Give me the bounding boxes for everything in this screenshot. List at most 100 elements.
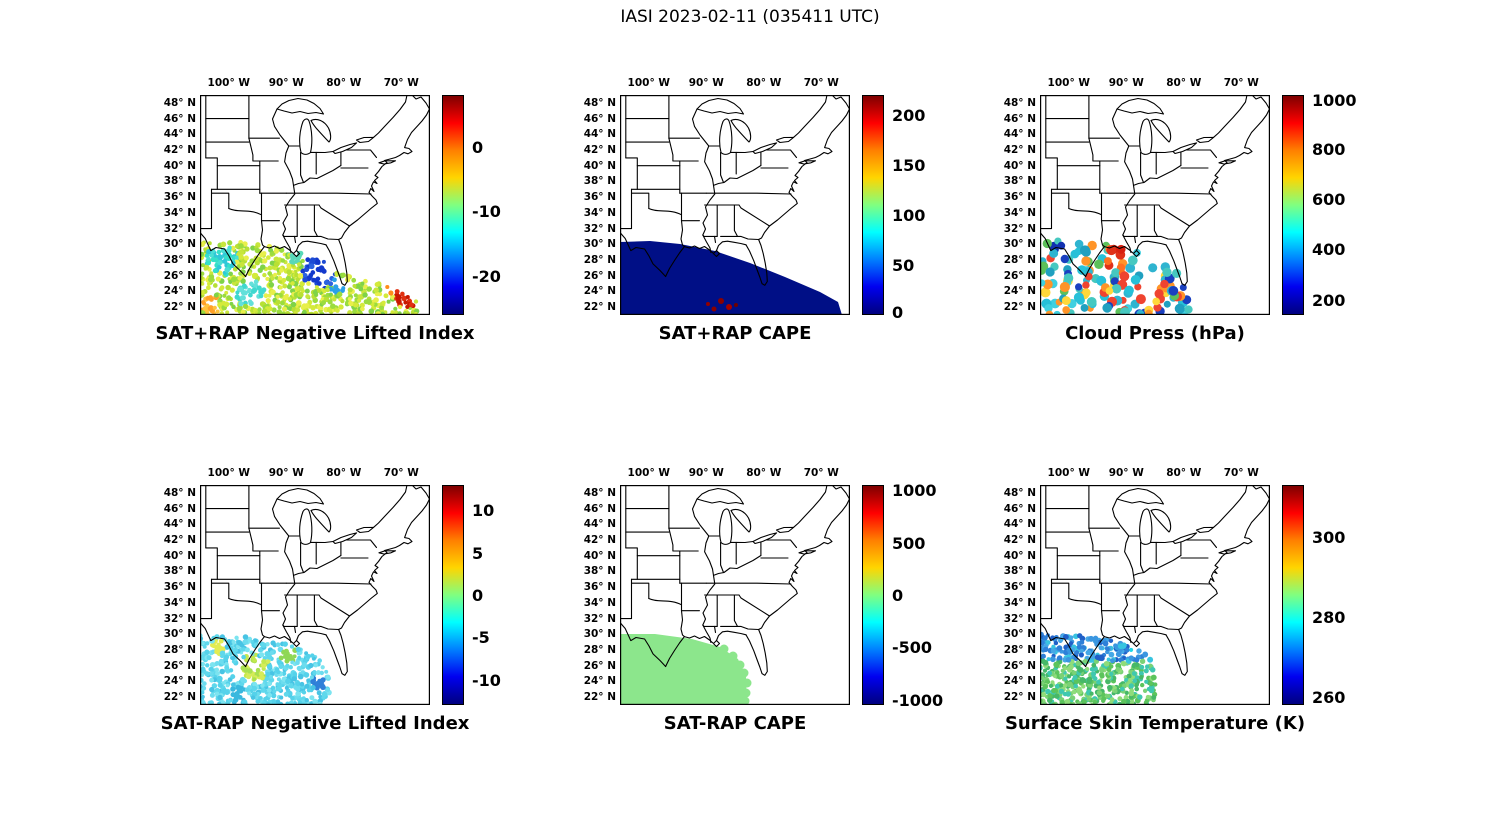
basemap-boundaries [200,95,430,286]
lat-axis-label: 36° N [583,191,616,204]
colorbar-tick-label: -10 [472,670,501,690]
lat-axis-label: 36° N [163,191,196,204]
lat-axis-label: 28° N [163,254,196,266]
state-boundary-path [1133,625,1137,634]
lat-axis-label: 34° N [583,596,616,609]
state-boundary-path [248,137,279,162]
lat-axis-label: 30° N [1003,628,1036,641]
lat-axis-label: 32° N [583,612,616,625]
great-lake-outline [355,526,375,534]
lat-axis-label: 26° N [1003,269,1036,282]
state-boundary-path [248,527,279,552]
state-boundary-path [1165,628,1188,676]
lat-axis-label: 42° N [163,534,196,546]
state-boundary-path [285,582,372,585]
state-boundary-path [245,635,301,668]
state-boundary-path [271,498,296,644]
state-boundary-path [1212,485,1248,528]
state-boundary-path [293,625,297,634]
basemap-boundaries [200,485,430,676]
state-boundary-path [1050,188,1070,210]
state-boundary-path [1100,610,1105,638]
lat-axis-label: 22° N [1003,691,1036,704]
state-boundary-path [340,149,378,159]
panel-1: 100° W 90° W 80° W 70° W 48° N 46° N 44° N 42° … [150,60,550,372]
great-lake-outline [775,136,795,144]
state-boundary-path [1068,207,1103,216]
map-plot [200,95,430,315]
state-boundary-path [338,95,430,241]
state-boundary-path [625,547,638,580]
state-boundary-path [733,594,739,627]
map-plot [1040,485,1270,705]
state-boundary-path [620,192,633,230]
map-plot [620,95,850,315]
lat-axis-label: 24° N [583,675,616,688]
state-boundary-path [200,192,213,230]
data-swath [200,633,332,705]
colorbar-tick-label: 10 [472,501,495,521]
great-lake-outline [719,508,733,545]
great-lake-outline [730,508,752,533]
lat-axis-label: 44° N [1003,518,1036,531]
lat-axis-label: 40° N [583,159,616,172]
lat-axis-label: 30° N [163,238,196,251]
lat-axis-label: 42° N [583,534,616,546]
state-boundary-path [620,231,667,278]
state-boundary-path [1125,192,1212,195]
state-boundary-path [1045,547,1058,580]
state-boundary-path [205,157,218,190]
state-boundary-path [758,95,850,241]
panel-3: 100° W 90° W 80° W 70° W 48° N 46° N 44° N 42° … [990,60,1390,372]
lon-axis-label: 100° W [627,77,670,89]
lat-axis-label: 40° N [163,549,196,562]
colorbar-tick-label: 200 [1312,290,1346,310]
lon-axis-label: 90° W [1108,467,1144,479]
state-boundary-path [1158,204,1191,227]
data-swath [200,239,420,315]
colorbar-tick-label: 1000 [892,481,937,501]
state-boundary-path [1045,157,1058,190]
state-boundary-path [282,624,298,627]
state-boundary-path [318,204,351,227]
lat-axis-label: 26° N [583,269,616,282]
lat-axis-label: 32° N [1003,612,1036,625]
state-boundary-path [648,597,683,606]
state-boundary-path [340,539,378,549]
lat-axis-label: 46° N [1003,112,1036,125]
lat-axis-label: 26° N [583,659,616,672]
state-boundary-path [210,188,230,210]
colorbar-tick-label: -5 [472,628,490,648]
state-boundary-path [1040,621,1087,668]
basemap-boundaries [1040,485,1270,676]
great-lake-outline [310,508,332,533]
state-boundary-path [271,108,296,254]
state-boundary-path [720,625,760,631]
lat-axis-label: 46° N [583,112,616,125]
lat-axis-label: 34° N [583,206,616,219]
state-boundary-path [712,164,762,186]
colorbar-tick-label: -500 [892,638,933,658]
state-boundary-path [713,625,717,634]
lat-axis-label: 24° N [163,285,196,298]
state-boundary-path [338,485,430,631]
state-boundary-path [378,550,397,555]
great-lake-outline [276,487,325,505]
colorbar [862,485,884,705]
state-boundary-path [715,630,747,642]
map-frame [200,95,430,315]
map-frame [620,95,850,315]
great-lake-outline [299,508,313,545]
lon-axis-label: 90° W [268,467,304,479]
state-boundary-path [620,582,633,620]
state-boundary-path [1111,498,1136,644]
colorbar-tick-label: 200 [892,106,926,125]
map-frame [1040,95,1270,315]
state-boundary-path [713,235,717,244]
state-boundary-path [630,188,650,210]
state-boundary-path [300,151,305,184]
state-boundary-path [680,220,685,248]
state-boundary-path [282,234,298,237]
lon-axis-label: 90° W [688,77,724,89]
